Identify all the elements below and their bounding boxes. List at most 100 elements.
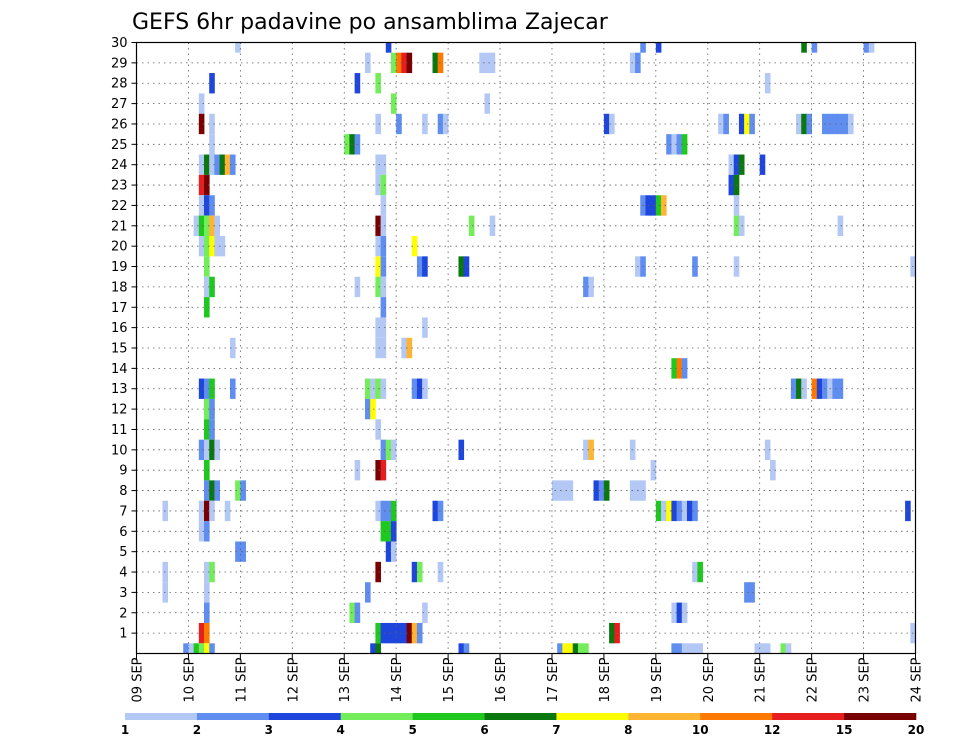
x-tick-label: 16 SEP [494,657,509,702]
precip-cell [198,500,205,522]
y-tick-label: 27 [111,97,128,112]
x-tick-label: 12 SEP [286,657,301,702]
precip-cell [785,643,792,654]
precip-cell [375,500,381,522]
precip-cell [204,154,210,175]
precip-cell [759,154,766,175]
precip-cell [375,113,381,135]
precip-cell [214,235,220,257]
precip-cell [390,52,397,74]
precip-cell [437,561,444,583]
y-tick-label: 2 [119,606,127,621]
precip-cell [676,134,683,155]
precip-cell [697,643,703,654]
precip-cell [375,317,381,338]
precip-cell [671,134,677,155]
precip-cell [676,602,683,623]
precip-cell [204,398,210,420]
precip-cell [204,235,210,257]
precip-cell [209,439,215,461]
precip-cell [380,439,387,461]
precip-cell [744,113,750,135]
precip-cell [198,622,205,644]
precip-cell [489,52,496,74]
precip-cell [686,643,693,654]
precip-cell [692,256,698,277]
precip-cell [198,174,205,196]
precip-cell [344,134,350,155]
precip-cell [770,460,776,481]
colorbar-swatch [556,713,629,720]
precip-cell [401,337,407,359]
precip-cell [209,419,215,440]
precip-cell [603,480,610,501]
precip-cell [837,113,844,135]
precip-cell [411,378,418,399]
precip-cell [209,235,215,257]
precip-cell [671,358,677,379]
precip-cell [416,256,423,277]
precip-cell [681,358,688,379]
precip-cell [863,42,870,53]
precip-cell [375,73,381,94]
precip-cell [671,643,677,654]
precip-cell [209,378,215,399]
precip-cell [204,256,210,277]
x-tick-label: 09 SEP [131,657,146,702]
precip-cell [847,113,854,135]
precip-cell [375,276,381,298]
precip-cell [676,643,683,654]
precip-cell [676,500,683,522]
y-tick-label: 1 [119,627,127,642]
precip-cell [375,174,381,196]
precip-cell [204,643,210,654]
y-tick-label: 13 [111,382,128,397]
precip-cell [209,480,215,501]
precip-cell [557,643,563,654]
precip-cell [390,93,397,114]
precip-cell [385,521,392,542]
precip-cell [588,276,594,298]
precip-cell [671,602,677,623]
precip-cell [375,419,381,440]
precip-cell [567,643,574,654]
y-tick-label: 9 [119,464,127,479]
precip-cell [209,276,215,298]
precip-cell [437,500,444,522]
precip-cell [375,256,381,277]
precip-cell [235,480,241,501]
y-tick-label: 14 [111,362,128,377]
colorbar-label: 10 [692,723,709,737]
precip-cell [801,378,807,399]
y-tick-label: 7 [119,504,127,519]
precip-cell [655,195,662,216]
precip-cell [375,337,381,359]
precip-cell [416,561,423,583]
precip-cell [422,317,428,338]
precip-cell [583,439,589,461]
precip-cell [609,622,615,644]
y-tick-label: 17 [111,301,128,316]
y-axis: 1234567891011121314151617181920212223242… [111,36,137,642]
precip-cell [655,500,662,522]
precip-cell [422,113,428,135]
precip-cell [764,73,771,94]
precip-cell [385,622,392,644]
precip-cell [801,113,807,135]
precip-cell [380,500,387,522]
precip-cell [764,643,771,654]
precip-cell [198,215,205,236]
precip-cell [666,500,672,522]
precip-cell [396,52,402,74]
precip-cell [198,235,205,257]
precip-cell [422,256,428,277]
precip-cell [588,439,594,461]
precip-cell [411,235,418,257]
precip-cell [562,480,568,501]
precip-cell [209,73,215,94]
precip-cell [489,215,496,236]
precip-cell [204,378,210,399]
colorbar-swatch [700,713,773,720]
x-tick-label: 18 SEP [598,657,613,702]
y-tick-label: 24 [111,158,128,173]
